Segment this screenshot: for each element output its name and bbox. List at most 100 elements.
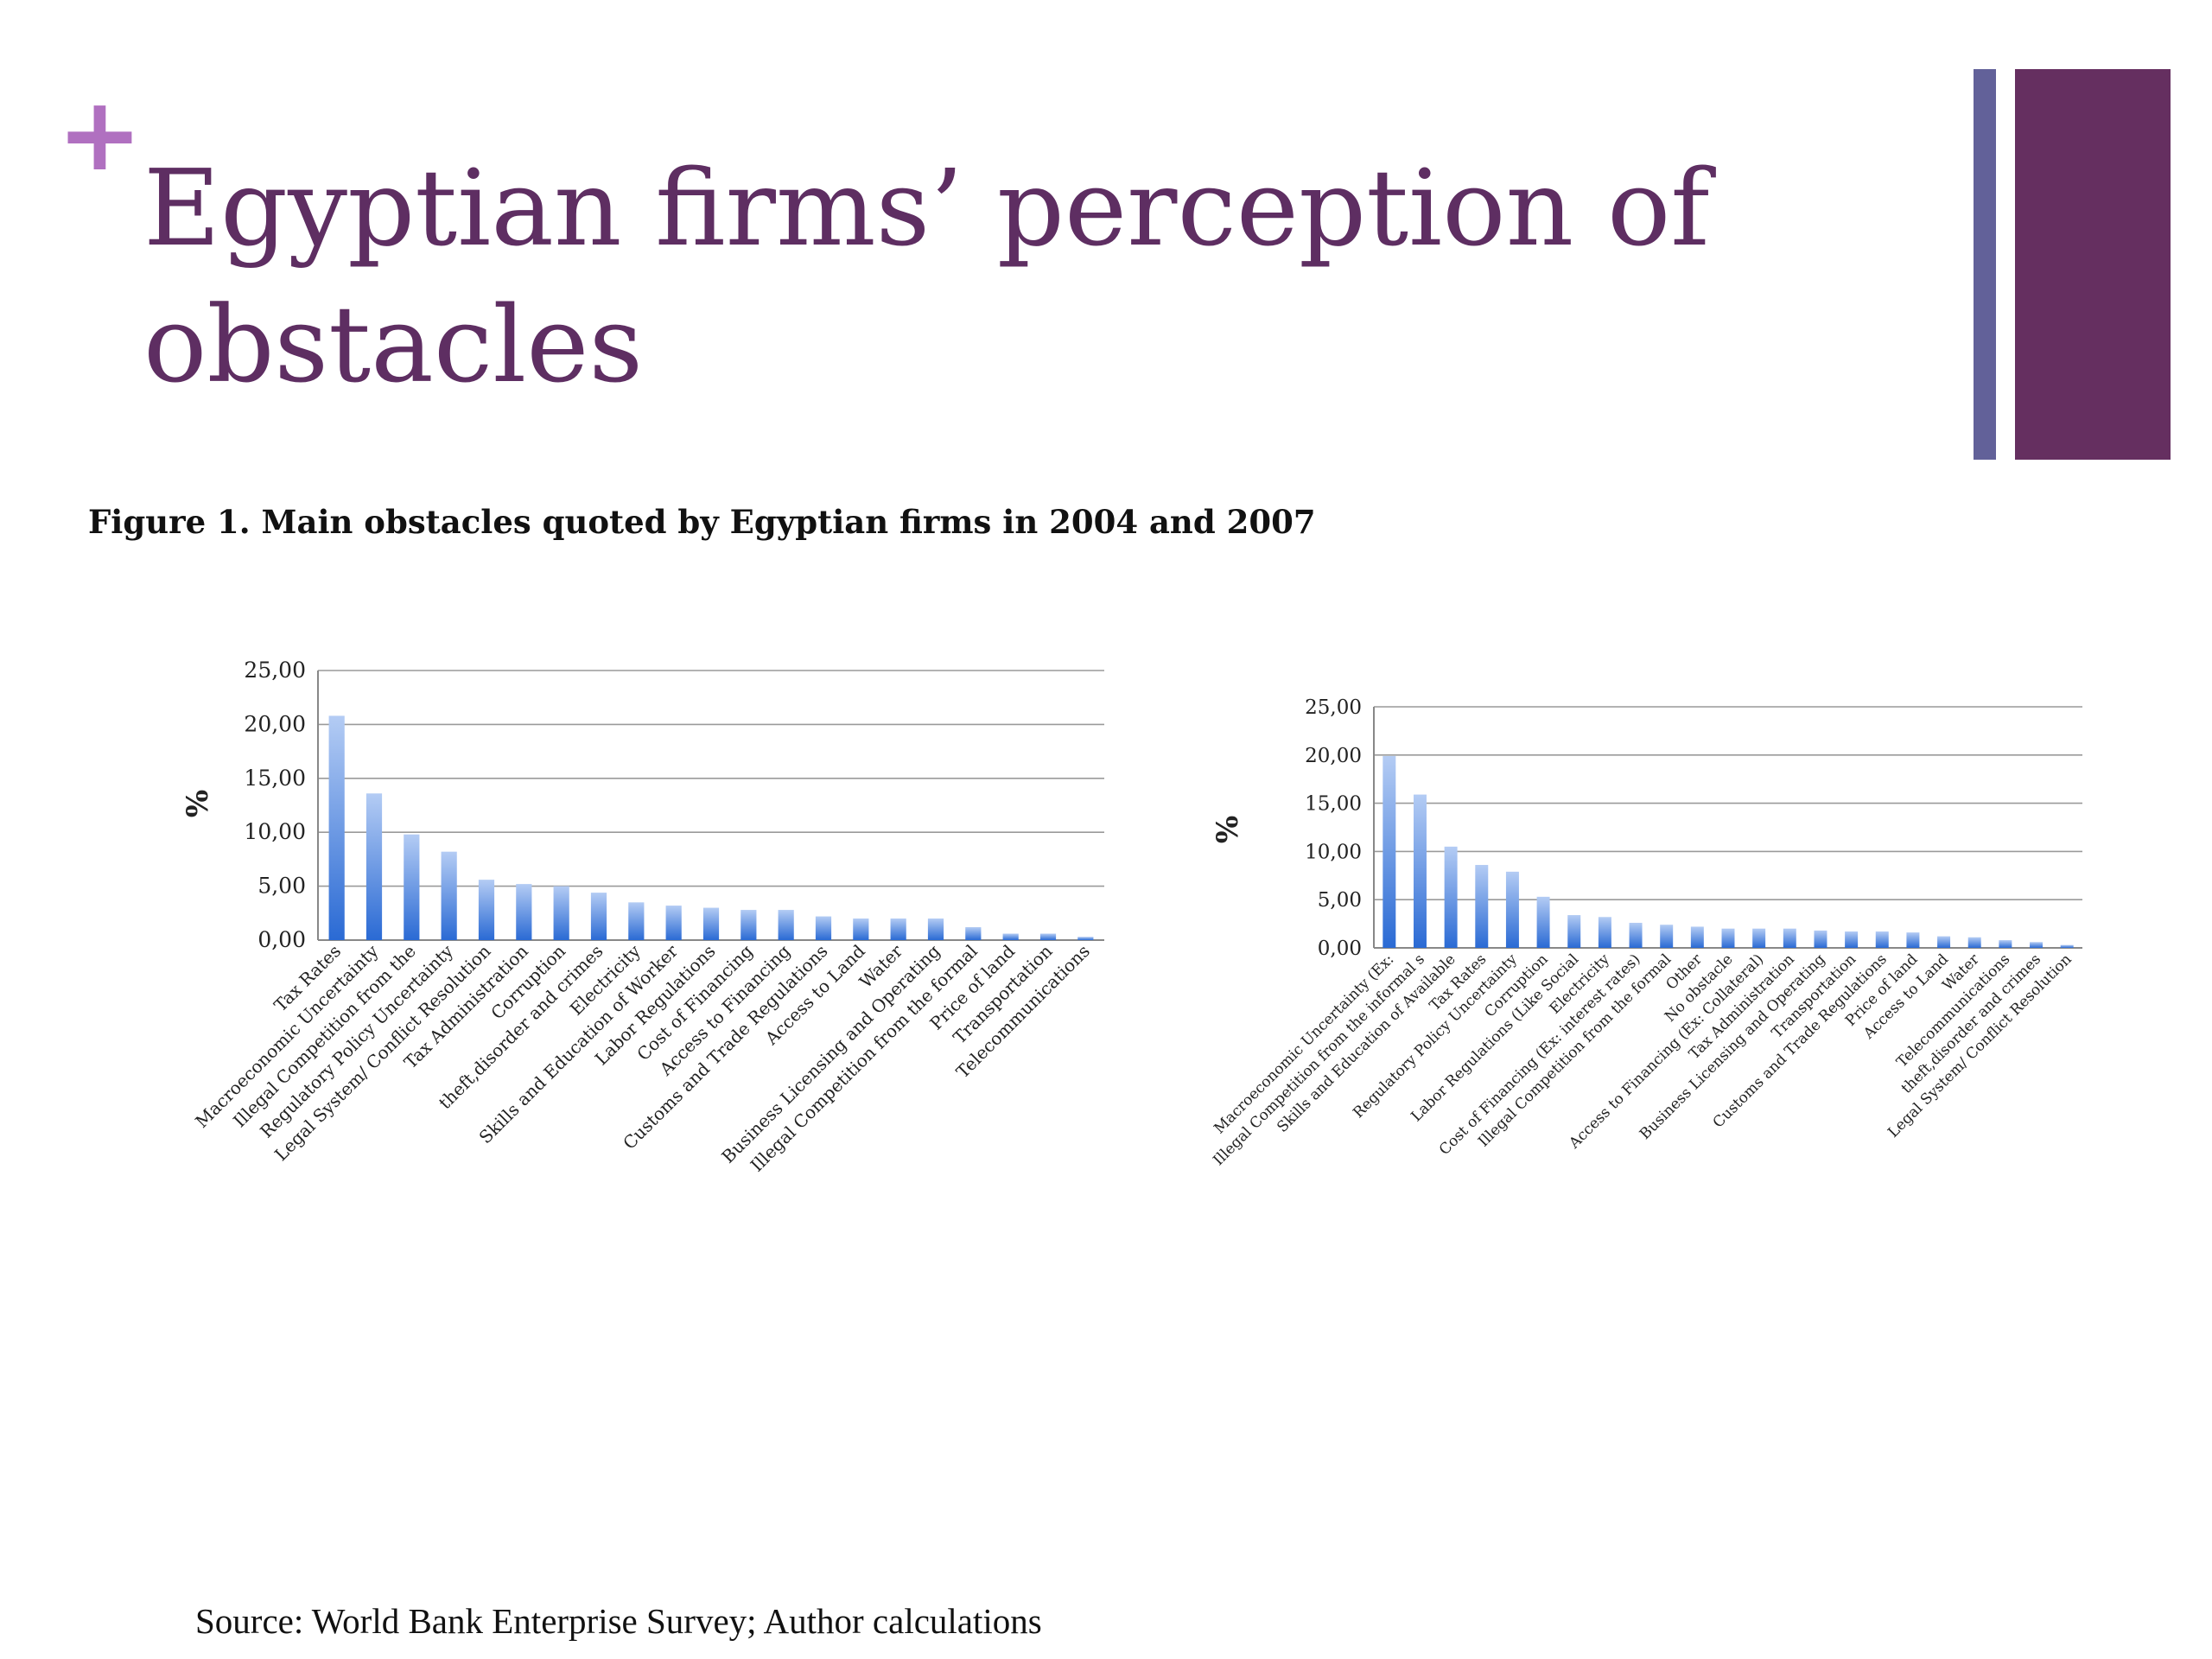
chart-2007-bar xyxy=(1845,931,1859,948)
chart-2004-category-label: Water xyxy=(855,940,907,992)
chart-2004-category-label: Business Licensing and Operating xyxy=(717,940,944,1166)
chart-2004-y-tick-label: 0,00 xyxy=(257,927,306,952)
chart-2007-bar xyxy=(1906,932,1920,948)
chart-2004-bar xyxy=(516,884,532,940)
chart-2007-bar xyxy=(1937,936,1951,948)
chart-2007-y-tick-label: 25,00 xyxy=(1305,696,1362,719)
chart-2007-y-tick-label: 20,00 xyxy=(1305,745,1362,767)
chart-2007-y-axis-label: % xyxy=(1211,816,1245,843)
chart-2007-bar xyxy=(2060,944,2074,948)
chart-2007-category-label: Access to Financing (Ex: Collateral) xyxy=(1566,950,1768,1153)
chart-2004-category-label: Macroeconomic Uncertainty xyxy=(191,940,383,1132)
slide-title: Egyptian firms’ perception of obstacles xyxy=(143,147,1710,406)
chart-2004-category-label: Price of land xyxy=(925,940,1019,1033)
chart-2004-bar xyxy=(1077,937,1094,940)
chart-2004-bar xyxy=(741,910,757,940)
chart-2007-category-label: No obstacle xyxy=(1662,950,1737,1026)
chart-2007-category-label: Cost of Financing (Ex: interest rates) xyxy=(1436,950,1644,1159)
chart-2007-category-label: theft,disorder and crimes xyxy=(1898,950,2044,1096)
chart-2004-bar xyxy=(365,793,383,940)
chart-2004-y-tick-label: 25,00 xyxy=(244,658,306,683)
chart-2007-category-label: Tax Administration xyxy=(1686,950,1798,1063)
chart-2007-bar xyxy=(1783,928,1796,948)
chart-2007-category-label: Transportation xyxy=(1769,950,1859,1041)
chart-2004-category-label: Skills and Education of Worker xyxy=(475,940,683,1147)
chart-2007-category-label: Customs and Trade Regulations xyxy=(1710,950,1891,1131)
chart-2007-bar xyxy=(1721,928,1735,948)
chart-2007-bar xyxy=(1444,846,1458,948)
chart-2007-category-label: Illegal Competition from the informal s xyxy=(1210,950,1428,1169)
chart-2007-y-tick-label: 15,00 xyxy=(1305,793,1362,816)
chart-2007-category-label: Regulatory Policy Uncertainty xyxy=(1350,950,1521,1122)
chart-2004-category-label: Illegal Competition from the xyxy=(229,941,420,1132)
chart-2007-bar xyxy=(2030,942,2044,948)
chart-2004-category-label: Regulatory Policy Uncertainty xyxy=(256,940,457,1141)
chart-2004-bar xyxy=(702,907,720,940)
chart-2004-category-label: Tax Rates xyxy=(270,941,345,1016)
decorative-bar-narrow xyxy=(1974,69,1996,460)
chart-2007-bar xyxy=(1382,755,1396,948)
chart-2007-category-label: Labor Regulations (Like Social xyxy=(1408,950,1582,1125)
chart-2004-category-label: Illegal Competition from the formal xyxy=(747,941,982,1176)
chart-2004-category-label: Legal System/ Conflict Resolution xyxy=(270,940,495,1165)
chart-2004-bar xyxy=(590,893,607,940)
chart-2004-category-label: Access to Financing xyxy=(655,940,795,1080)
chart-2007-category-label: Other xyxy=(1662,950,1706,994)
chart-2007-category-label: Electricity xyxy=(1547,950,1614,1018)
chart-2007-bar xyxy=(1814,930,1827,948)
chart-2007-category-label: Skills and Education of Available xyxy=(1274,950,1459,1135)
chart-2004-bar xyxy=(778,910,794,940)
chart-2004-category-label: Corruption xyxy=(486,940,569,1023)
chart-2004-y-tick-label: 20,00 xyxy=(244,711,306,736)
chart-2004-y-axis-label: % xyxy=(181,790,215,817)
chart-2007-bar xyxy=(1475,865,1489,948)
chart-2007-category-label: Illegal Competition from the formal xyxy=(1475,950,1675,1150)
chart-2004-bar xyxy=(628,902,645,940)
chart-2007-category-label: Business Licensing and Operating xyxy=(1637,950,1829,1143)
chart-2007-bar xyxy=(1752,928,1766,948)
chart-2007-bar xyxy=(1660,925,1674,948)
chart-2004-bar xyxy=(965,927,982,940)
chart-2004-bar xyxy=(927,918,944,940)
chart-2007-bar xyxy=(1598,917,1611,948)
chart-2007-category-label: Legal System/ Conflict Resolution xyxy=(1885,950,2075,1141)
chart-2007-category-label: Access to Land xyxy=(1859,950,1952,1043)
chart-2007-category-label: Macroeconomic Uncertainty (Ex: xyxy=(1211,950,1397,1137)
chart-2004-y-tick-label: 5,00 xyxy=(257,874,306,899)
figure-caption: Figure 1. Main obstacles quoted by Egypt… xyxy=(88,503,1316,541)
chart-2007-category-label: Tax Rates xyxy=(1427,950,1491,1014)
chart-2007-y-tick-label: 0,00 xyxy=(1318,938,1362,960)
chart-2007-category-label: Corruption xyxy=(1481,950,1551,1020)
chart-2004-category-label: theft,disorder and crimes xyxy=(435,941,607,1114)
chart-2007-bar xyxy=(1567,915,1581,948)
chart-2007-y-tick-label: 5,00 xyxy=(1318,889,1362,912)
chart-2007-y-tick-label: 10,00 xyxy=(1305,841,1362,863)
chart-2004-bar xyxy=(478,880,495,940)
chart-2007-category-label: Telecommunications xyxy=(1893,950,2013,1071)
chart-2007-bar xyxy=(1875,931,1889,948)
chart-2004-bar xyxy=(665,906,682,940)
chart-2004-bar xyxy=(1039,933,1057,940)
chart-2004-bar xyxy=(853,918,869,940)
chart-2004-category-label: Tax Administration xyxy=(400,940,532,1072)
chart-2004-category-label: Cost of Financing xyxy=(632,940,757,1065)
chart-2004-y-tick-label: 10,00 xyxy=(244,819,306,844)
chart-2004-bar xyxy=(404,834,420,940)
chart-2007-bar xyxy=(1629,922,1643,948)
decorative-bar-wide xyxy=(2015,69,2171,460)
chart-2004-category-label: Labor Regulations xyxy=(591,941,720,1070)
chart-2004-category-label: Transportation xyxy=(949,940,1056,1047)
chart-2007-bar xyxy=(1536,896,1550,948)
chart-2004-category-label: Telecommunications xyxy=(952,941,1094,1083)
chart-2004-category-label: Access to Land xyxy=(760,940,869,1049)
chart-2007-bar xyxy=(1999,940,2012,948)
source-note: Source: World Bank Enterprise Survey; Au… xyxy=(195,1601,1042,1641)
chart-2004-bar xyxy=(815,916,832,940)
chart-2007-bar xyxy=(1690,926,1704,948)
chart-2004-bar xyxy=(890,918,906,940)
chart-2007-bar xyxy=(1413,794,1427,948)
chart-2004-bar xyxy=(441,851,457,940)
chart-2007-category-label: Water xyxy=(1939,950,1983,995)
chart-2007-bar xyxy=(1505,871,1519,948)
chart-2004-bar xyxy=(553,886,569,940)
